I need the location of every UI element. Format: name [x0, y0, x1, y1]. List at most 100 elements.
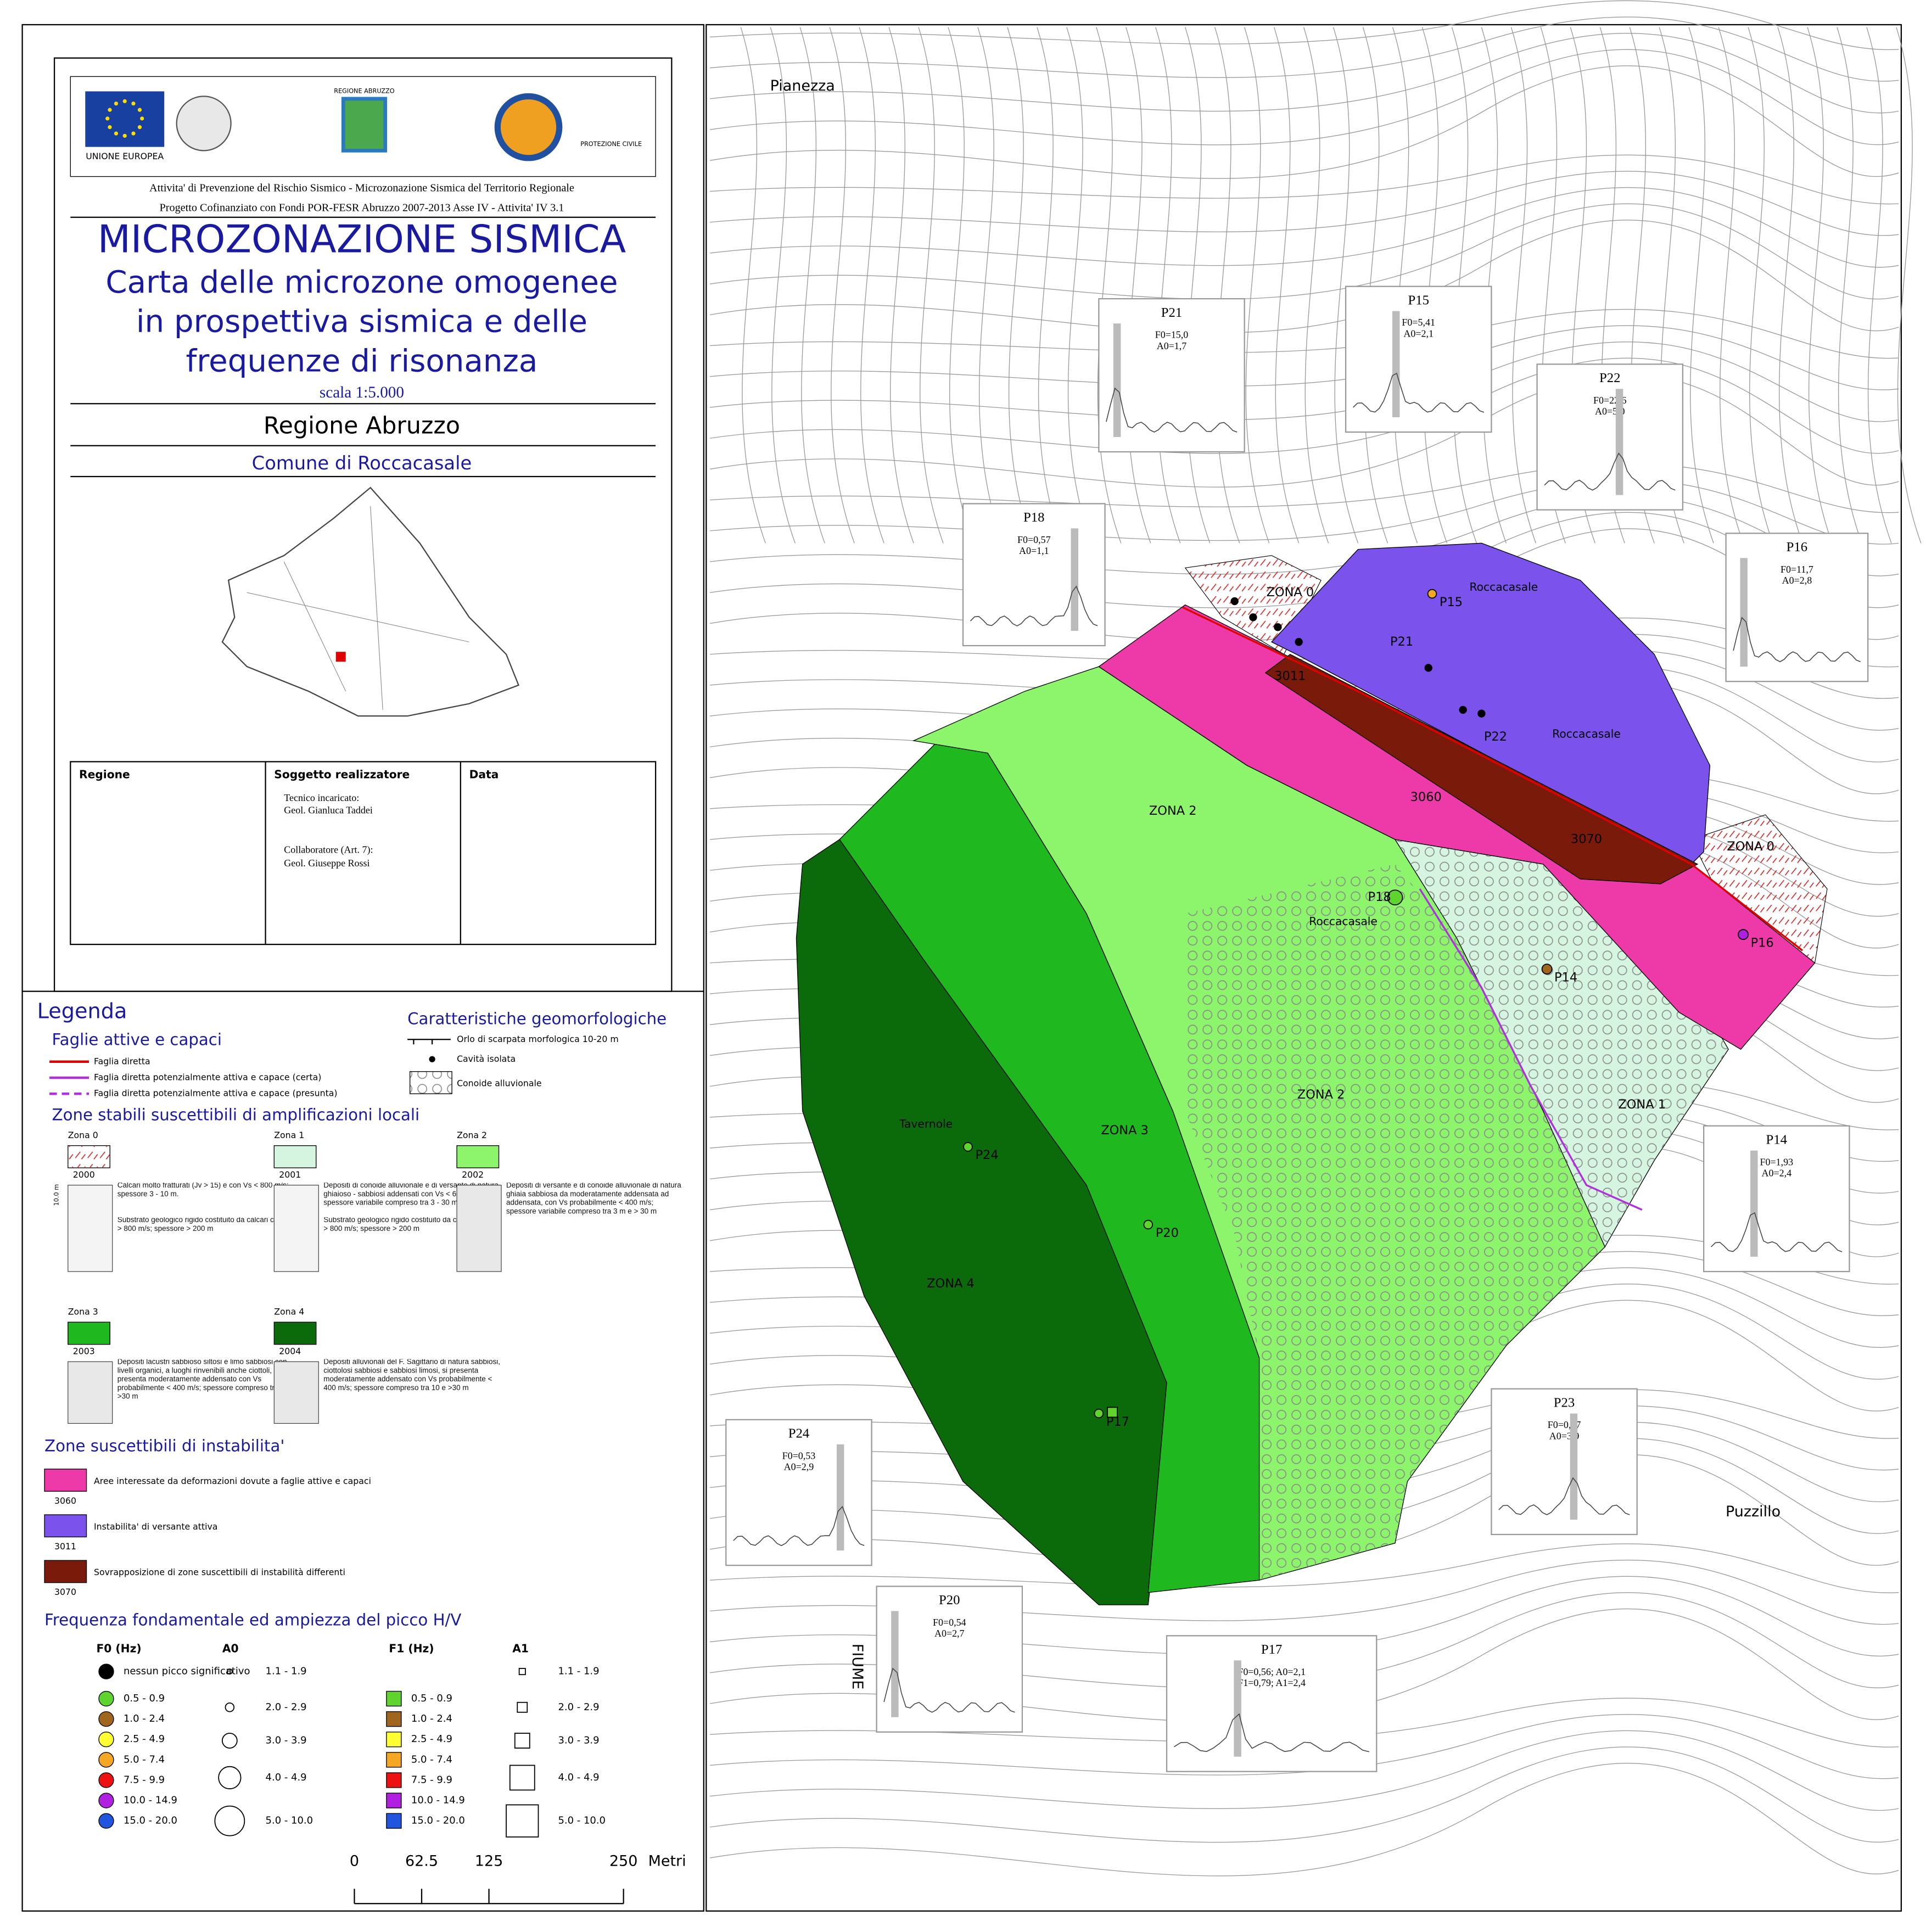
contour	[1718, 27, 1744, 544]
contour	[1096, 27, 1122, 544]
column-header: A0	[222, 1642, 239, 1655]
location-marker	[335, 652, 346, 662]
f0-symbol	[98, 1772, 114, 1788]
zone-name: Zona 1	[274, 1130, 304, 1140]
zone-name: Zona 0	[68, 1130, 98, 1140]
logo-label: UNIONE EUROPEA	[86, 151, 164, 161]
f1-symbol	[386, 1690, 402, 1707]
peak-band	[1750, 1150, 1758, 1257]
zone-swatch	[456, 1145, 500, 1168]
zone-labels: ZONA 0 ZONA 0 ZONA 2 ZONA 2 ZONA 3 ZONA 4 ZONA…	[770, 77, 1781, 1689]
panel-value: A0=2,4	[1762, 1168, 1792, 1179]
panel-name: P14	[1766, 1132, 1787, 1147]
hv-curve	[1544, 452, 1676, 491]
legend-label: 5.0 - 7.4	[124, 1754, 165, 1765]
contour	[888, 27, 914, 544]
zone-code: 2004	[279, 1346, 301, 1357]
contour	[1896, 27, 1922, 544]
legend-section: Zone suscettibili di instabilita'	[44, 1436, 284, 1455]
legend-label: 2.0 - 2.9	[266, 1701, 307, 1713]
f1-symbol	[386, 1772, 402, 1788]
zone-code: 2002	[462, 1169, 484, 1180]
f1-marker	[1107, 1407, 1118, 1418]
contour	[709, 1421, 1899, 1503]
panel-value: F0=0,57	[1017, 534, 1051, 545]
legend-label: Instabilita' di versante attiva	[94, 1521, 217, 1532]
point-label: P20	[1156, 1226, 1179, 1240]
panel-name: P23	[1554, 1395, 1575, 1410]
scale-label: 250	[609, 1852, 637, 1869]
contour	[1126, 27, 1151, 544]
f0-symbol	[98, 1813, 114, 1829]
zone-name: Zona 3	[68, 1307, 98, 1317]
description: Depositi di versante e di conoide alluvi…	[506, 1183, 681, 1216]
star	[114, 102, 119, 106]
contour	[1421, 27, 1448, 544]
description: Depositi alluvionali del F. Sagittario d…	[323, 1359, 500, 1393]
description-text: Depositi lacustri sabbioso siltosi e lim…	[117, 1359, 295, 1402]
panel-value: F1=0,79; A1=2,4	[1238, 1677, 1306, 1688]
point-label: P22	[1484, 730, 1507, 744]
contour	[1303, 27, 1329, 544]
scale-bar: 0 62.5 125 250	[350, 1852, 637, 1905]
f1-symbol	[386, 1752, 402, 1768]
table-cell: Geol. Giuseppe Rossi	[284, 858, 369, 869]
table-cell: Tecnico incaricato:	[284, 792, 359, 803]
panel-value: A0=2,1	[1403, 328, 1434, 339]
map: ZONA 0 ZONA 0 ZONA 2 ZONA 2 ZONA 3 ZONA 4 ZONA…	[706, 0, 1922, 1912]
contour	[1185, 27, 1211, 544]
hv-curve	[970, 585, 1098, 626]
table-cell: Geol. Gianluca Taddei	[284, 804, 373, 815]
point-label: P16	[1751, 936, 1774, 950]
legend-label: 7.5 - 9.9	[124, 1774, 165, 1785]
instability-swatch	[44, 1560, 87, 1583]
description-text: Substrato geologico rigido costituito da…	[117, 1217, 293, 1234]
panel-value: A0=1,7	[1157, 340, 1187, 351]
contour	[1481, 27, 1507, 544]
legend-label: Faglia diretta	[94, 1056, 150, 1066]
contour	[740, 27, 766, 544]
geomorph-legend: Orlo di scarpata morfologica 10-20 m Cavi…	[407, 1034, 619, 1094]
hv-curve	[883, 1667, 1015, 1713]
instability-legend: 3060 Aree interessate da deformazioni dov…	[44, 1469, 371, 1597]
a0-symbol	[221, 1733, 238, 1749]
f0-symbol	[98, 1752, 114, 1768]
legend-label: 10.0 - 14.9	[411, 1795, 465, 1806]
cavity-symbol	[429, 1056, 435, 1062]
legend-label: 1.1 - 1.9	[266, 1666, 307, 1677]
contour	[710, 1543, 1899, 1593]
a1-symbol	[506, 1804, 539, 1838]
project-line: Attivita' di Prevenzione del Rischio Sis…	[149, 182, 574, 194]
legend-label: Cavità isolata	[457, 1054, 516, 1064]
legend-label: Orlo di scarpata morfologica 10-20 m	[457, 1034, 619, 1044]
panel-value: F0=15,0	[1155, 329, 1189, 340]
panel-box	[1166, 1635, 1378, 1772]
contour	[709, 1714, 1899, 1779]
cavity	[1230, 597, 1239, 606]
legend-label: 3.0 - 3.9	[558, 1734, 599, 1746]
legend-label: 1.0 - 2.4	[411, 1713, 452, 1724]
title: MICROZONAZIONE SISMICA	[98, 217, 626, 262]
contour	[1748, 27, 1773, 544]
column-header: F0 (Hz)	[97, 1642, 142, 1655]
panel-box	[1536, 363, 1684, 511]
region-logo	[341, 97, 388, 153]
frequency-legend: nessun picco significativo 0.5 - 0.9 1.0 -…	[98, 1664, 606, 1838]
legend-label: 1.1 - 1.9	[558, 1666, 599, 1677]
legend-section: Frequenza fondamentale ed ampiezza del p…	[44, 1610, 461, 1629]
instability-swatch	[44, 1514, 87, 1538]
logo-label: REGIONE ABRUZZO	[334, 87, 394, 94]
hv-panel: P16 F0=11,7A0=2,8	[1725, 533, 1869, 682]
legend-label: 2.5 - 4.9	[124, 1733, 165, 1745]
panel-box	[1345, 285, 1492, 433]
a1-symbol	[509, 1765, 535, 1791]
table-header: Regione	[79, 768, 130, 781]
zone-label: ZONA 1	[1618, 1097, 1666, 1112]
panel-value: F0=0,54	[933, 1617, 966, 1628]
survey-point	[1541, 964, 1553, 975]
